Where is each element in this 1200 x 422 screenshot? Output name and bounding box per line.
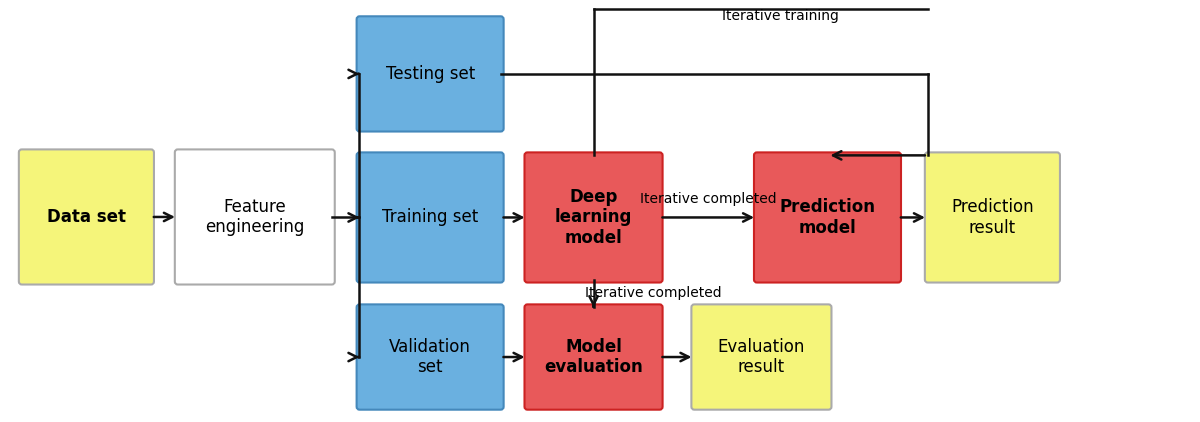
FancyBboxPatch shape (524, 304, 662, 410)
FancyBboxPatch shape (691, 304, 832, 410)
Text: Iterative completed: Iterative completed (584, 287, 721, 300)
Text: Evaluation
result: Evaluation result (718, 338, 805, 376)
FancyBboxPatch shape (524, 152, 662, 282)
Text: Iterative completed: Iterative completed (640, 192, 776, 206)
Text: Testing set: Testing set (385, 65, 475, 83)
FancyBboxPatch shape (754, 152, 901, 282)
FancyBboxPatch shape (925, 152, 1060, 282)
Text: Validation
set: Validation set (389, 338, 472, 376)
FancyBboxPatch shape (175, 149, 335, 284)
Text: Iterative training: Iterative training (722, 9, 839, 23)
Text: Model
evaluation: Model evaluation (544, 338, 643, 376)
FancyBboxPatch shape (19, 149, 154, 284)
Text: Deep
learning
model: Deep learning model (554, 188, 632, 247)
Text: Feature
engineering: Feature engineering (205, 197, 305, 236)
Text: Prediction
result: Prediction result (952, 198, 1033, 237)
Text: Prediction
model: Prediction model (780, 198, 876, 237)
Text: Data set: Data set (47, 208, 126, 226)
FancyBboxPatch shape (356, 152, 504, 282)
Text: Training set: Training set (382, 208, 479, 227)
FancyBboxPatch shape (356, 16, 504, 132)
FancyBboxPatch shape (356, 304, 504, 410)
